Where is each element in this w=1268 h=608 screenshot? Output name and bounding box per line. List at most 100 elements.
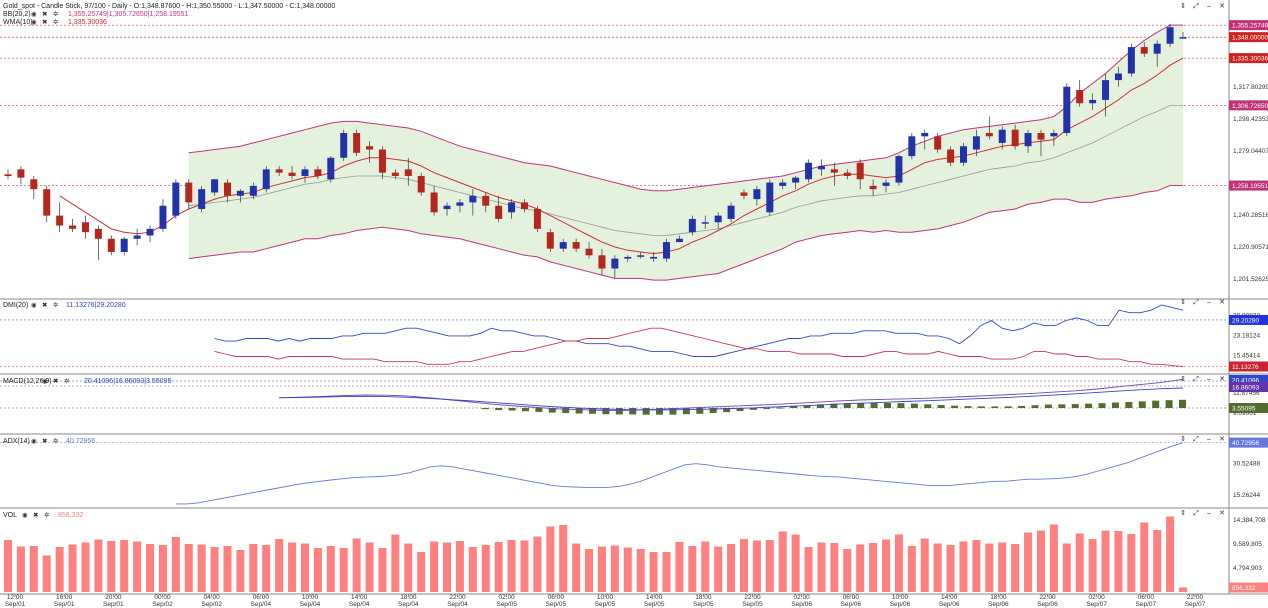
up-down-icon[interactable]: ⇕ — [1180, 509, 1186, 517]
candle-body — [1114, 73, 1122, 81]
date-tick-label: Sep/04 — [447, 601, 468, 608]
time-tick-label: 00:00 — [154, 594, 171, 601]
volume-bar — [985, 543, 994, 592]
settings-icon[interactable]: ✲ — [53, 301, 59, 309]
macd-histogram-bar — [1004, 406, 1012, 408]
macd-histogram-bar — [1098, 403, 1106, 408]
volume-bar — [184, 544, 193, 592]
expand-icon[interactable]: ⤢ — [1193, 3, 1199, 10]
candle — [740, 189, 748, 200]
volume-bar — [1114, 531, 1123, 592]
macd-line — [279, 378, 1184, 411]
volume-bar — [455, 541, 464, 592]
settings-icon[interactable]: ✲ — [53, 10, 59, 18]
volume-bar — [55, 547, 64, 592]
volume-bar — [68, 544, 77, 592]
close-icon[interactable]: ✕ — [1219, 436, 1225, 443]
eye-icon[interactable]: ◉ — [31, 438, 37, 445]
volume-bar — [326, 546, 335, 592]
time-tick-label: 14:00 — [646, 594, 663, 601]
candle-body — [856, 162, 864, 180]
volume-bar — [300, 543, 309, 592]
settings-icon[interactable]: ✲ — [64, 377, 70, 385]
candle-body — [172, 182, 180, 216]
time-tick-label: 14:00 — [941, 594, 958, 601]
macd-histogram-bar — [682, 408, 690, 415]
settings-icon[interactable]: ✲ — [53, 437, 59, 445]
close-icon[interactable]: ✕ — [1219, 299, 1225, 306]
volume-bar — [933, 543, 942, 592]
eye-icon[interactable]: ◉ — [31, 302, 37, 309]
candle-body — [30, 179, 38, 190]
candle — [895, 154, 903, 186]
up-down-icon[interactable]: ⇕ — [1180, 298, 1186, 306]
candle — [559, 238, 567, 252]
candle-body — [430, 192, 438, 213]
candle — [675, 235, 683, 243]
candle — [107, 235, 115, 256]
settings-icon[interactable]: ✲ — [44, 511, 50, 519]
collapse-icon[interactable]: – — [1207, 436, 1211, 443]
close-icon[interactable]: ✕ — [1219, 510, 1225, 517]
up-down-icon[interactable]: ⇕ — [1180, 375, 1186, 383]
date-tick-label: Sep/06 — [939, 601, 960, 608]
dmi-values: 11.13276|29.20280 — [66, 302, 126, 309]
adx-label: ADX(14) — [3, 438, 30, 445]
settings-icon[interactable]: ✲ — [53, 18, 59, 26]
collapse-icon[interactable]: – — [1207, 299, 1211, 306]
macd-values: 20.41096|16.86093|3.55095 — [84, 378, 171, 385]
collapse-icon[interactable]: – — [1207, 510, 1211, 517]
candle — [30, 175, 38, 200]
candle — [211, 179, 219, 196]
date-tick-label: Sep/02 — [201, 601, 222, 608]
macd-histogram-bar — [776, 407, 784, 409]
volume-bar — [507, 540, 516, 592]
candle-body — [701, 222, 709, 224]
time-tick-label: 18:00 — [400, 594, 417, 601]
macd-histogram-bar — [1031, 405, 1039, 408]
close-icon[interactable]: ✖ — [42, 302, 48, 309]
macd-badge-bg — [1229, 375, 1268, 385]
close-icon[interactable]: ✖ — [53, 378, 59, 385]
date-tick-label: Sep/05 — [693, 601, 714, 608]
close-icon[interactable]: ✖ — [33, 512, 39, 519]
expand-icon[interactable]: ⤢ — [1193, 510, 1199, 517]
candle-body — [908, 136, 916, 157]
candle-body — [1076, 90, 1084, 104]
volume-bar — [998, 542, 1007, 592]
macd-histogram-bar — [709, 408, 717, 414]
macd-histogram-bar — [562, 408, 570, 414]
expand-icon[interactable]: ⤢ — [1193, 436, 1199, 443]
candle — [921, 129, 929, 150]
close-icon[interactable]: ✖ — [42, 438, 48, 445]
volume-bar — [1088, 539, 1097, 592]
candle — [753, 185, 761, 206]
volume-tick-label: 14,384,708 — [1233, 517, 1266, 524]
candle — [1063, 83, 1071, 137]
candle — [598, 248, 606, 276]
eye-icon[interactable]: ◉ — [31, 19, 37, 26]
candle-body — [1179, 37, 1187, 39]
close-icon[interactable]: ✕ — [1219, 3, 1225, 10]
candle-body — [211, 179, 219, 193]
candle — [430, 185, 438, 216]
close-icon[interactable]: ✕ — [1219, 376, 1225, 383]
candle — [1166, 23, 1174, 48]
close-icon[interactable]: ✖ — [42, 19, 48, 26]
candle — [727, 202, 735, 223]
time-tick-label: 18:00 — [990, 594, 1007, 601]
expand-icon[interactable]: ⤢ — [1193, 299, 1199, 306]
candle-body — [81, 222, 89, 233]
collapse-icon[interactable]: – — [1207, 3, 1211, 10]
eye-icon[interactable]: ◉ — [22, 512, 28, 519]
dmi-tick-label: 15.45414 — [1233, 352, 1260, 359]
up-down-icon[interactable]: ⇕ — [1180, 435, 1186, 443]
candle-body — [585, 248, 593, 256]
expand-icon[interactable]: ⤢ — [1193, 376, 1199, 383]
volume-bar — [559, 525, 568, 592]
close-icon[interactable]: ✖ — [42, 11, 48, 18]
eye-icon[interactable]: ◉ — [42, 378, 48, 385]
collapse-icon[interactable]: – — [1207, 376, 1211, 383]
up-down-icon[interactable]: ⇕ — [1180, 2, 1186, 10]
eye-icon[interactable]: ◉ — [31, 11, 37, 18]
